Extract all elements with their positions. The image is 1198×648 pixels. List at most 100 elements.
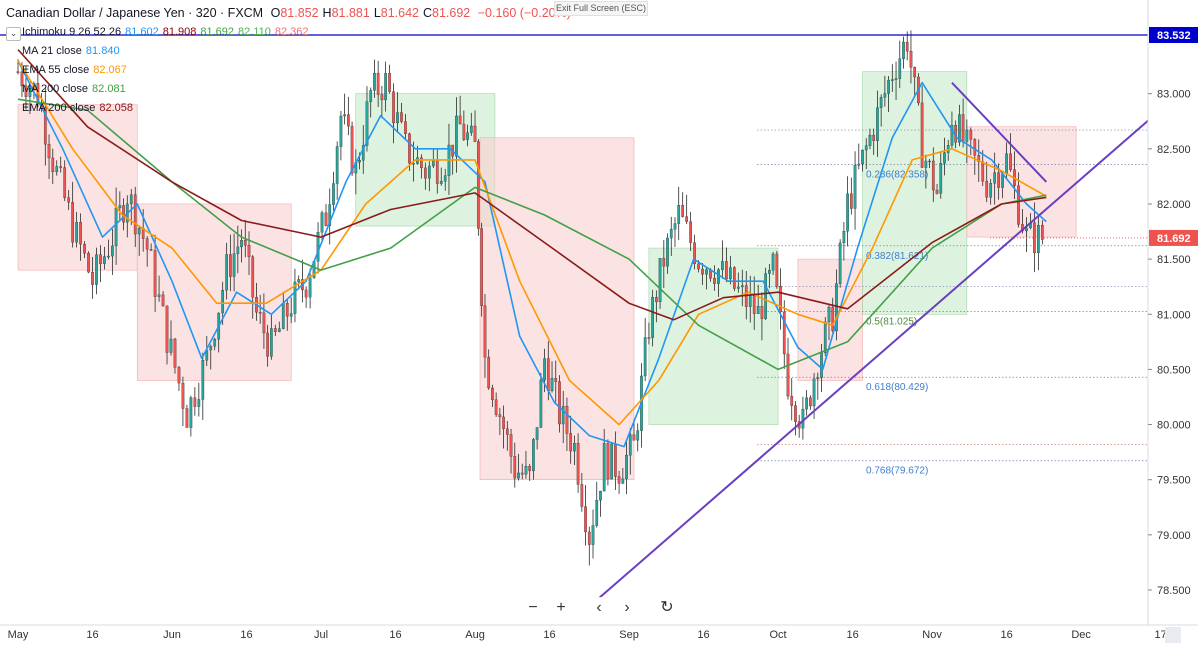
scroll-left-button[interactable]: ‹ <box>587 597 611 621</box>
last-price-label: 81.692 <box>1157 233 1191 245</box>
candle-body <box>993 172 997 184</box>
candle-body <box>827 306 831 323</box>
candle-body <box>273 328 277 332</box>
candle-body <box>550 378 554 391</box>
candle-body <box>173 338 177 368</box>
candle-body <box>509 434 513 457</box>
ichimoku-cloud <box>17 71 1077 481</box>
candle-body <box>561 405 565 425</box>
candle-body <box>890 79 894 81</box>
candle-body <box>943 152 946 164</box>
candle-body <box>350 125 354 174</box>
indicator-row[interactable]: Ichimoku 9 26 52 26 81.602 81.908 81.692 82.… <box>22 23 571 42</box>
fibonacci-levels: 0.236(82.358) 0.382(81.621) 0.5(81.025) 0.6… <box>757 129 1148 477</box>
candle-body <box>693 242 696 265</box>
candle-body <box>539 379 543 428</box>
ohlc-l: L81.642 <box>373 6 419 20</box>
candle-body <box>177 367 181 384</box>
candle-body <box>632 434 636 441</box>
candle-body <box>494 399 498 415</box>
candle-body <box>281 302 285 329</box>
price-tick-label: 80.500 <box>1157 364 1191 376</box>
candle-body <box>961 114 965 142</box>
candle-body <box>270 328 273 357</box>
candle-body <box>221 289 225 314</box>
candle-body <box>443 175 447 182</box>
candle-body <box>71 202 74 243</box>
candle-body <box>145 238 149 250</box>
time-tick-label: 16 <box>697 629 709 641</box>
candle-body <box>435 160 439 184</box>
candle-body <box>685 216 689 222</box>
candle-body <box>20 71 24 87</box>
indicator-value: 82.362 <box>274 26 309 38</box>
candle-body <box>189 397 193 428</box>
candle-body <box>384 73 387 101</box>
exit-fullscreen-button[interactable]: Exit Full Screen (ESC) <box>554 1 648 16</box>
candle-body <box>505 428 509 435</box>
candle-body <box>55 166 59 173</box>
candle-body <box>935 189 939 194</box>
candle-body <box>909 51 913 68</box>
candle-body <box>332 183 335 205</box>
candle-body <box>111 245 114 257</box>
candle-body <box>473 125 477 142</box>
candle-body <box>569 433 573 452</box>
candle-body <box>365 101 369 146</box>
candle-body <box>358 160 361 163</box>
chevron-right-icon: › <box>624 599 630 616</box>
collapse-legend-button[interactable]: ⌄ <box>6 27 21 41</box>
candle-body <box>122 205 125 223</box>
time-tick-label: Jun <box>163 629 181 641</box>
candle-body <box>487 356 491 389</box>
candle-body <box>103 256 106 264</box>
candle-body <box>610 443 613 480</box>
candle-body <box>361 145 365 161</box>
candle-body <box>118 205 122 209</box>
candle-body <box>225 254 228 291</box>
candle-body <box>51 157 55 173</box>
candle-body <box>297 279 301 283</box>
chart-settings-corner[interactable] <box>1165 627 1181 643</box>
symbol-header: Canadian Dollar / Japanese Yen · 320 · F… <box>6 4 571 23</box>
candle-body <box>91 271 94 285</box>
candle-body <box>420 157 423 169</box>
candle-body <box>576 442 580 485</box>
reset-chart-button[interactable]: ↻ <box>655 597 679 621</box>
candle-body <box>905 41 909 52</box>
candle-body <box>868 134 872 146</box>
indicator-row[interactable]: EMA 55 close 82.067 <box>22 61 571 80</box>
candle-body <box>879 97 883 108</box>
indicator-row[interactable]: MA 200 close 82.081 <box>22 80 571 99</box>
indicator-row[interactable]: MA 21 close 81.840 <box>22 42 571 61</box>
candle-body <box>380 94 384 101</box>
candle-body <box>705 269 708 275</box>
candle-body <box>625 455 628 480</box>
candle-body <box>1040 225 1044 240</box>
candle-body <box>689 221 692 243</box>
candle-body <box>343 114 346 117</box>
candle-body <box>240 240 243 248</box>
price-tick-label: 82.500 <box>1157 144 1191 156</box>
scroll-right-button[interactable]: › <box>615 597 639 621</box>
candle-body <box>63 167 67 198</box>
legend: Canadian Dollar / Japanese Yen · 320 · F… <box>6 4 571 118</box>
candle-body <box>483 305 487 358</box>
candle-body <box>997 172 1000 188</box>
chevron-left-icon: ‹ <box>596 599 602 616</box>
candle-body <box>876 107 879 141</box>
price-axis: 83.000 82.500 82.000 81.500 81.000 80.500 80.0… <box>1147 0 1198 625</box>
candle-body <box>666 237 669 267</box>
candle-body <box>985 180 989 198</box>
candle-body <box>388 73 391 92</box>
candle-body <box>760 306 764 319</box>
zoom-out-button[interactable]: − <box>521 597 545 621</box>
candle-body <box>748 295 752 307</box>
indicator-row[interactable]: EMA 200 close 82.058 <box>22 99 571 118</box>
candle-body <box>431 160 435 167</box>
zoom-in-button[interactable]: + <box>549 597 573 621</box>
candle-body <box>580 484 584 507</box>
candle-body <box>87 253 90 273</box>
